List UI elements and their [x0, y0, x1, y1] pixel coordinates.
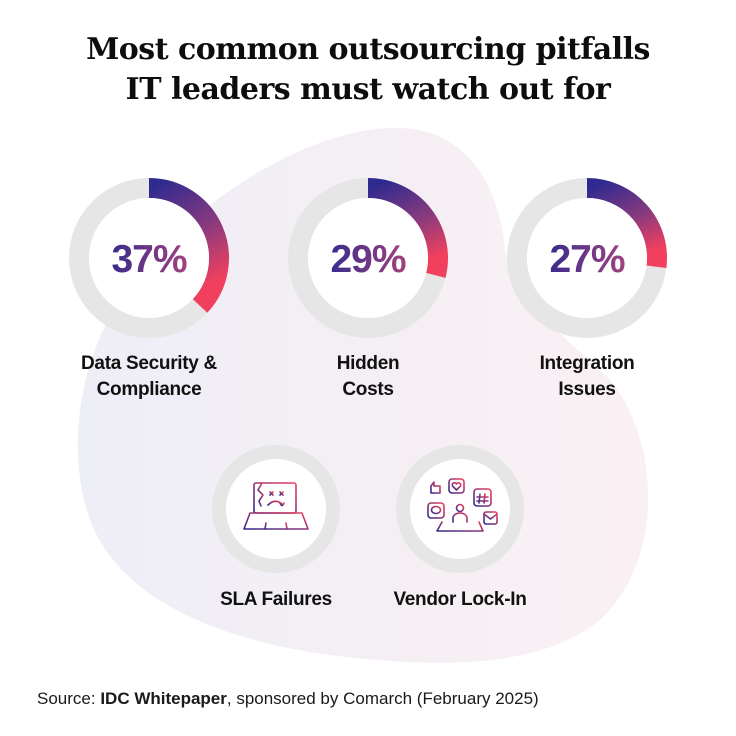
donut-value-label: 37%: [111, 238, 186, 281]
label-line: Hidden: [336, 353, 400, 374]
donut-category-label: Data Security & Compliance: [39, 351, 259, 403]
donut-center: [527, 198, 647, 318]
source-name: IDC Whitepaper: [100, 689, 227, 708]
broken-laptop-icon: [243, 482, 309, 530]
donut-2: 27%: [507, 178, 667, 338]
vendor-lock-in-label: Vendor Lock-In: [393, 589, 527, 610]
donut-value-label: 27%: [549, 238, 624, 281]
label-line: Issues: [558, 379, 616, 400]
donut-1: 29%: [288, 178, 448, 338]
source-suffix: , sponsored by Comarch (February 2025): [226, 689, 539, 708]
page-title: Most common outsourcing pitfalls IT lead…: [0, 30, 736, 110]
donut-0: 37%: [69, 178, 229, 338]
donut-category-label: Integration Issues: [477, 351, 697, 403]
donut-value-arc: [586, 178, 667, 269]
sla-failures-ring: [212, 445, 340, 573]
donut-value-arc: [148, 178, 229, 313]
label-line: Integration: [539, 353, 635, 374]
sla-failures-label: SLA Failures: [220, 589, 332, 610]
donut-category-label: Hidden Costs: [258, 351, 478, 403]
donut-center: [308, 198, 428, 318]
source-prefix: Source:: [37, 689, 101, 708]
donut-value-arc: [367, 178, 448, 278]
vendor-lock-in-ring: [396, 445, 524, 573]
donut-value-label: 29%: [330, 238, 405, 281]
label-line: Costs: [342, 379, 394, 400]
label-line: Data Security &: [81, 353, 217, 374]
label-line: Compliance: [96, 379, 202, 400]
title-line-2: IT leaders must watch out for: [125, 72, 611, 107]
title-line-1: Most common outsourcing pitfalls: [86, 32, 650, 67]
social-media-laptop-icon: [427, 478, 498, 532]
source-note: Source: IDC Whitepaper, sponsored by Com…: [37, 689, 539, 709]
donut-center: [89, 198, 209, 318]
